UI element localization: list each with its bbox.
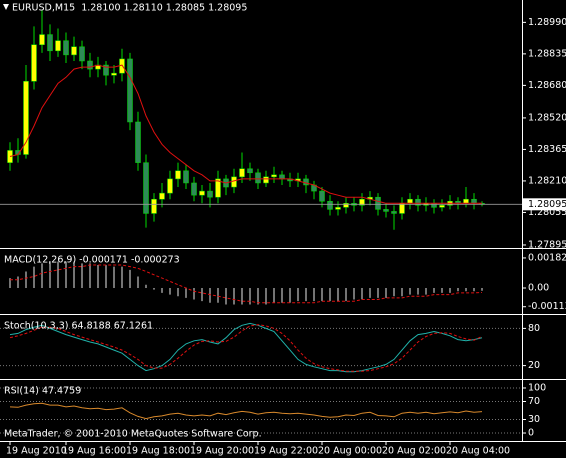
y-tick-label: 0 xyxy=(528,428,534,439)
x-tick-label: 19 Aug 2010 xyxy=(6,446,67,457)
current-price-box xyxy=(523,198,566,211)
candle-body xyxy=(335,207,341,210)
candle-body xyxy=(439,205,445,208)
y-tick-label: 80 xyxy=(528,323,540,334)
candle-body xyxy=(303,178,309,186)
panel-title: EURUSD,M15 1.28100 1.28110 1.28085 1.280… xyxy=(12,3,247,14)
candle-body xyxy=(7,150,13,163)
x-tick-label: 19 Aug 16:00 xyxy=(62,446,126,457)
candle-body xyxy=(47,34,53,52)
candle-body xyxy=(215,178,221,198)
candle-body xyxy=(183,170,189,184)
candle-body xyxy=(167,178,173,194)
candle-body xyxy=(415,198,421,206)
y-tick-label: 1.28210 xyxy=(528,175,566,186)
copyright: MetaTrader, © 2001-2010 MetaQuotes Softw… xyxy=(4,429,262,440)
y-tick-label: 70 xyxy=(528,396,540,407)
x-tick-label: 19 Aug 20:00 xyxy=(190,446,254,457)
panel-title: Stoch(10,3,3) 64.8188 67.1261 xyxy=(4,321,153,332)
x-tick-label: 20 Aug 04:00 xyxy=(446,446,510,457)
candle-body xyxy=(359,198,365,206)
candle-body xyxy=(391,211,397,214)
candle-body xyxy=(31,44,37,82)
candle-body xyxy=(143,162,149,214)
candle-body xyxy=(231,176,237,188)
candle-body xyxy=(263,176,269,184)
x-tick-label: 19 Aug 22:00 xyxy=(254,446,318,457)
candle-body xyxy=(207,190,213,198)
candle-body xyxy=(239,168,245,178)
candle-body xyxy=(135,121,141,163)
chart-icon xyxy=(3,4,9,10)
y-tick-label: 1.27895 xyxy=(528,239,566,250)
candle-body xyxy=(199,190,205,196)
candle-body xyxy=(55,40,61,52)
y-tick-label: 100 xyxy=(528,382,546,393)
indicator-line xyxy=(9,64,482,204)
candle-body xyxy=(39,34,45,45)
candle-body xyxy=(23,81,29,155)
candle-body xyxy=(119,58,125,74)
candle-body xyxy=(63,40,69,56)
x-tick-label: 20 Aug 00:00 xyxy=(318,446,382,457)
candle-body xyxy=(103,64,109,76)
panel-title: RSI(14) 47.4759 xyxy=(4,386,81,397)
candle-body xyxy=(111,72,117,76)
panel-title: MACD(12,26,9) -0.000171 -0.000273 xyxy=(4,255,180,266)
candle-body xyxy=(407,198,413,204)
candle-body xyxy=(79,46,85,62)
candle-body xyxy=(191,182,197,196)
y-tick-label: 0.00 xyxy=(528,282,549,293)
candle-body xyxy=(463,198,469,204)
y-tick-label: 1.28680 xyxy=(528,80,566,91)
candle-body xyxy=(271,174,277,178)
candle-body xyxy=(327,201,333,210)
indicator-line xyxy=(9,324,483,372)
candle-body xyxy=(319,190,325,202)
indicator-line xyxy=(9,322,483,373)
y-tick-label: 0.001827 xyxy=(528,252,566,263)
candle-body xyxy=(375,196,381,210)
y-tick-label: 1.28835 xyxy=(528,48,566,59)
candle-body xyxy=(279,174,285,180)
y-tick-label: 30 xyxy=(528,414,540,425)
candle-body xyxy=(383,209,389,212)
candle-body xyxy=(471,198,477,204)
y-tick-label: 20 xyxy=(528,360,540,371)
candle-body xyxy=(431,203,437,208)
x-tick-label: 20 Aug 02:00 xyxy=(382,446,446,457)
candle-body xyxy=(151,198,157,214)
y-tick-label: 1.28520 xyxy=(528,112,566,123)
current-price-label: 1.28095 xyxy=(528,199,566,210)
candle-body xyxy=(159,192,165,200)
candle-body xyxy=(343,203,349,208)
candle-body xyxy=(175,170,181,180)
indicator-line xyxy=(9,402,483,420)
x-tick-label: 19 Aug 18:00 xyxy=(126,446,190,457)
y-tick-label: 1.28055 xyxy=(528,207,566,218)
candle-body xyxy=(87,60,93,70)
candle-body xyxy=(247,168,253,174)
candle-body xyxy=(127,58,133,123)
candle-body xyxy=(255,172,261,184)
y-tick-label: 1.28990 xyxy=(528,17,566,28)
candle-body xyxy=(71,46,77,56)
indicator-line xyxy=(10,264,483,304)
y-tick-label: 1.28365 xyxy=(528,144,566,155)
y-tick-label: -0.001139 xyxy=(528,301,566,312)
candle-body xyxy=(399,203,405,214)
